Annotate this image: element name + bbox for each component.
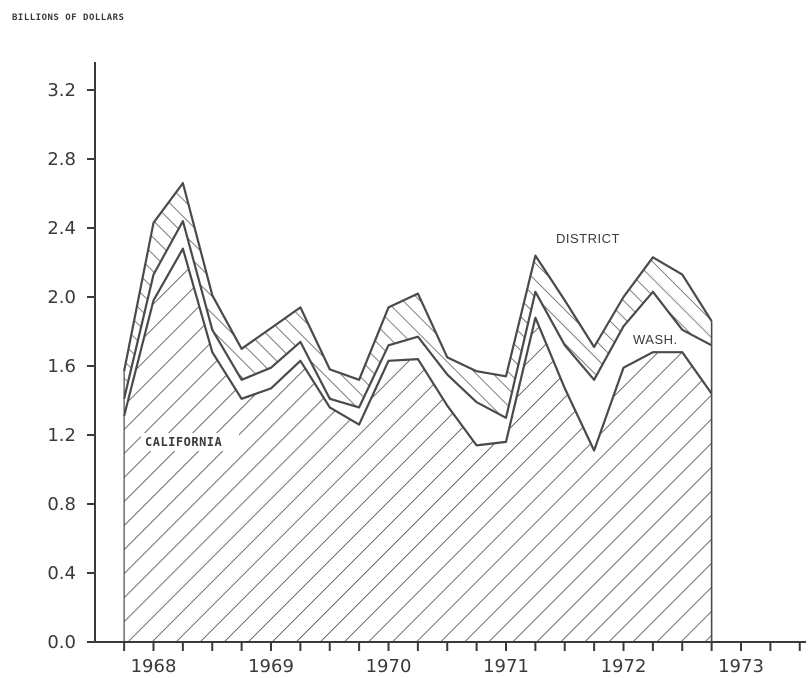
y-tick-label: 1.2 <box>47 425 76 446</box>
x-tick-label: 1973 <box>718 656 764 677</box>
y-tick-label: 3.2 <box>47 80 76 101</box>
y-tick-label: 0.0 <box>47 632 76 653</box>
y-tick-label: 1.6 <box>47 356 76 377</box>
y-tick-label: 0.4 <box>47 563 76 584</box>
series-label-district: DISTRICT <box>556 231 620 246</box>
line-california <box>123 247 713 452</box>
tick-labels: 0.0 0.4 0.8 1.2 1.6 2.0 2.4 2.8 3.2 1968 1969 1970 1… <box>47 80 764 677</box>
area-california <box>124 248 712 642</box>
series-label-wash: WASH. <box>633 332 678 347</box>
area-district <box>124 183 712 418</box>
area-layers <box>124 183 712 642</box>
x-tick-label: 1968 <box>131 656 177 677</box>
y-tick-label: 2.8 <box>47 149 76 170</box>
line-district <box>123 182 713 381</box>
y-axis-title: BILLIONS OF DOLLARS <box>12 13 124 23</box>
series-lines <box>123 182 713 642</box>
area-wash <box>124 221 712 451</box>
series-label-background <box>629 331 682 349</box>
line-wash <box>123 220 713 419</box>
x-tick-label: 1971 <box>483 656 529 677</box>
x-tick-label: 1969 <box>248 656 294 677</box>
series-label-california: CALIFORNIA <box>145 435 223 449</box>
series-label-background <box>141 433 239 451</box>
x-tick-label: 1970 <box>366 656 412 677</box>
y-tick-label: 2.0 <box>47 287 76 308</box>
y-tick-label: 2.4 <box>47 218 76 239</box>
y-tick-label: 0.8 <box>47 494 76 515</box>
series-labels: DISTRICT WASH. CALIFORNIA <box>141 231 682 451</box>
x-tick-label: 1972 <box>601 656 647 677</box>
axes <box>87 62 806 651</box>
